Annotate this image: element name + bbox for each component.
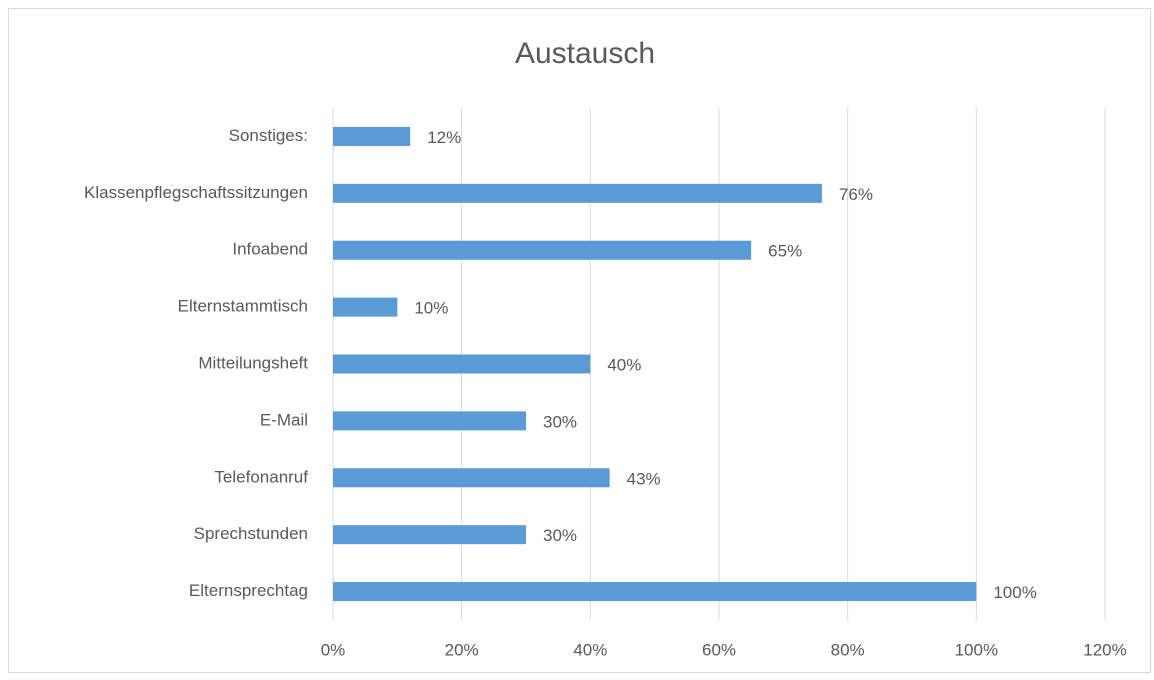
value-label: 30% <box>543 526 577 545</box>
x-tick-label: 100% <box>955 640 998 659</box>
bar <box>333 297 398 317</box>
value-label: 12% <box>427 128 461 147</box>
x-tick-label: 80% <box>831 640 865 659</box>
value-label: 65% <box>768 242 802 261</box>
bar <box>333 525 526 545</box>
chart-title: Austausch <box>515 37 655 70</box>
value-label: 40% <box>607 355 641 374</box>
y-tick-label: Mitteilungsheft <box>198 353 308 372</box>
x-tick-label: 0% <box>321 640 346 659</box>
y-tick-label: E-Mail <box>260 410 308 429</box>
y-tick-label: Sonstiges: <box>229 126 308 145</box>
y-tick-label: Elternsprechtag <box>189 581 308 600</box>
y-tick-label: Elternstammtisch <box>178 297 308 316</box>
y-tick-label: Infoabend <box>232 240 308 259</box>
x-tick-label: 40% <box>573 640 607 659</box>
y-tick-label: Klassenpflegschaftssitzungen <box>84 183 308 202</box>
chart-frame <box>8 8 1151 673</box>
y-tick-label: Sprechstunden <box>194 524 308 543</box>
value-label: 43% <box>627 469 661 488</box>
value-label: 10% <box>414 299 448 318</box>
bar <box>333 183 822 203</box>
value-label: 30% <box>543 412 577 431</box>
y-tick-label: Telefonanruf <box>214 467 308 486</box>
bar <box>333 411 526 431</box>
bar <box>333 354 591 374</box>
x-tick-label: 60% <box>702 640 736 659</box>
bar <box>333 468 610 488</box>
bar <box>333 582 977 602</box>
value-label: 100% <box>993 583 1036 602</box>
bar <box>333 126 411 146</box>
x-tick-label: 120% <box>1083 640 1126 659</box>
value-label: 76% <box>839 185 873 204</box>
bar <box>333 240 752 260</box>
x-tick-label: 20% <box>445 640 479 659</box>
